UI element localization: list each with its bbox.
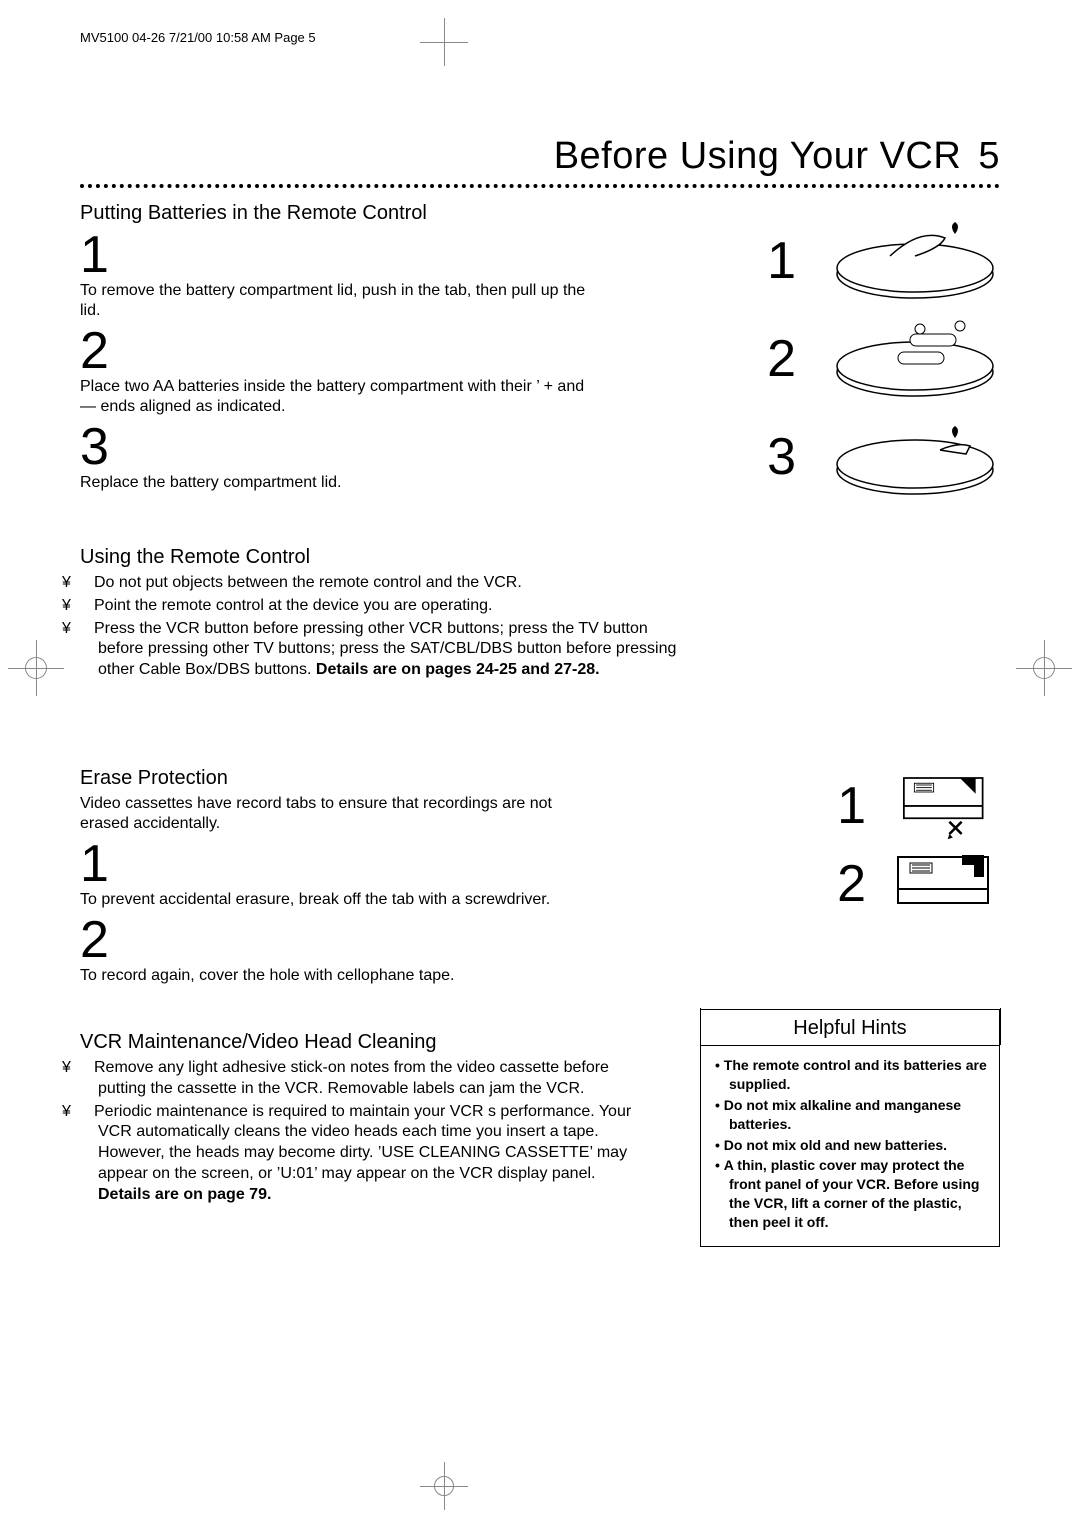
page-title-text: Before Using Your VCR xyxy=(554,135,962,177)
cassette-illustration-2: 2 xyxy=(837,849,1000,919)
remote-closed-icon xyxy=(820,412,1000,502)
bullet-icon: ¥ xyxy=(80,596,94,617)
hint-item: • Do not mix old and new batteries. xyxy=(715,1136,989,1155)
batteries-step-3: 3 Replace the battery compartment lid. xyxy=(80,421,590,493)
step-text: To prevent accidental erasure, break off… xyxy=(80,890,590,910)
step-text: Replace the battery compartment lid. xyxy=(80,473,590,493)
remote-illustration-2: 2 xyxy=(767,314,1000,404)
step-text: Place two AA batteries inside the batter… xyxy=(80,377,590,417)
remote-batteries-icon xyxy=(820,314,1000,404)
hint-text: The remote control and its batteries are… xyxy=(724,1057,987,1092)
item-text: Periodic maintenance is required to main… xyxy=(94,1103,631,1182)
page-content: MV5100 04-26 7/21/00 10:58 AM Page 5 Bef… xyxy=(80,30,1000,1231)
hint-item: • Do not mix alkaline and manganese batt… xyxy=(715,1096,989,1134)
using-remote-item: ¥Point the remote control at the device … xyxy=(80,596,690,617)
erase-heading: Erase Protection xyxy=(80,767,590,790)
step-number: 2 xyxy=(80,325,590,377)
bullet-icon: ¥ xyxy=(80,619,94,640)
maintenance-item: ¥Periodic maintenance is required to mai… xyxy=(80,1102,640,1206)
bullet-icon: • xyxy=(715,1057,724,1073)
cassette-taped-icon xyxy=(890,849,1000,919)
remote-open-icon xyxy=(820,216,1000,306)
batteries-step-2: 2 Place two AA batteries inside the batt… xyxy=(80,325,590,417)
step-text: To remove the battery compartment lid, p… xyxy=(80,281,590,321)
remote-illustration-3: 3 xyxy=(767,412,1000,502)
illus-number: 2 xyxy=(767,329,796,389)
bullet-icon: • xyxy=(715,1157,724,1173)
erase-intro: Video cassettes have record tabs to ensu… xyxy=(80,794,590,834)
hint-item: • A thin, plastic cover may protect the … xyxy=(715,1156,989,1232)
hint-item: • The remote control and its batteries a… xyxy=(715,1056,989,1094)
using-remote-item: ¥Press the VCR button before pressing ot… xyxy=(80,619,690,681)
hints-frame-right xyxy=(981,1008,1001,1045)
step-number: 2 xyxy=(80,914,590,966)
step-number: 1 xyxy=(80,838,590,890)
maintenance-item: ¥Remove any light adhesive stick-on note… xyxy=(80,1058,640,1100)
remote-illustration-1: 1 xyxy=(767,216,1000,306)
bullet-icon: • xyxy=(715,1137,724,1153)
item-bold-tail: Details are on page 79. xyxy=(98,1186,271,1203)
hint-text: Do not mix alkaline and manganese batter… xyxy=(724,1097,961,1132)
registration-mark-right xyxy=(1016,640,1072,696)
cassette-illustration-1: 1 xyxy=(837,771,1000,841)
item-text: Remove any light adhesive stick-on notes… xyxy=(94,1059,609,1097)
hint-text: A thin, plastic cover may protect the fr… xyxy=(724,1157,980,1230)
step-number: 1 xyxy=(80,229,590,281)
registration-mark-bottom xyxy=(420,1462,468,1510)
item-bold-tail: Details are on pages 24-25 and 27-28. xyxy=(316,661,600,678)
step-text: To record again, cover the hole with cel… xyxy=(80,966,590,986)
using-remote-heading: Using the Remote Control xyxy=(80,546,1000,569)
hints-title: Helpful Hints xyxy=(701,1010,999,1046)
batteries-heading: Putting Batteries in the Remote Control xyxy=(80,202,590,225)
dotted-divider xyxy=(80,184,1000,188)
bullet-icon: • xyxy=(715,1097,724,1113)
print-header: MV5100 04-26 7/21/00 10:58 AM Page 5 xyxy=(80,30,1000,45)
batteries-step-1: 1 To remove the battery compartment lid,… xyxy=(80,229,590,321)
illus-number: 1 xyxy=(837,776,866,836)
bullet-icon: ¥ xyxy=(80,573,94,594)
using-remote-item: ¥Do not put objects between the remote c… xyxy=(80,573,690,594)
cassette-tab-icon xyxy=(890,771,1000,841)
step-number: 3 xyxy=(80,421,590,473)
hints-frame-left xyxy=(700,1008,720,1045)
illus-number: 1 xyxy=(767,231,796,291)
registration-mark-left xyxy=(8,640,64,696)
page-number: 5 xyxy=(978,135,1000,177)
bullet-icon: ¥ xyxy=(80,1058,94,1079)
erase-step-2: 2 To record again, cover the hole with c… xyxy=(80,914,590,986)
item-text: Do not put objects between the remote co… xyxy=(94,574,522,591)
bullet-icon: ¥ xyxy=(80,1102,94,1123)
maintenance-heading: VCR Maintenance/Video Head Cleaning xyxy=(80,1031,640,1054)
helpful-hints-box: Helpful Hints • The remote control and i… xyxy=(700,1009,1000,1247)
illus-number: 3 xyxy=(767,427,796,487)
page-title: Before Using Your VCR 5 xyxy=(80,135,1000,178)
erase-step-1: 1 To prevent accidental erasure, break o… xyxy=(80,838,590,910)
hint-text: Do not mix old and new batteries. xyxy=(724,1137,947,1153)
item-text: Point the remote control at the device y… xyxy=(94,597,492,614)
illus-number: 2 xyxy=(837,854,866,914)
